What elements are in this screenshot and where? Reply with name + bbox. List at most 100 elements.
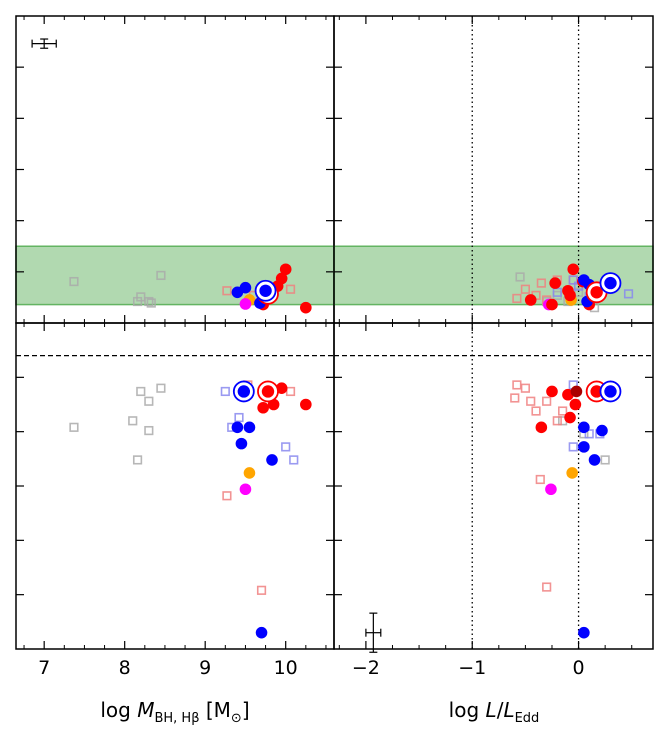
series-blue-circles	[231, 421, 278, 639]
blue-circles-point-1	[231, 286, 244, 299]
magenta-circles-point-0	[239, 483, 252, 496]
error-bar	[365, 612, 382, 653]
ticks-bottom-left	[16, 323, 334, 649]
light-red-squares-point-6	[542, 396, 552, 406]
grey-squares-point-2	[600, 455, 610, 465]
magenta-circles-point-0	[239, 298, 252, 310]
x-axis-label-left-prefix: log	[100, 698, 137, 722]
series-magenta-circles	[239, 483, 252, 496]
x-axis-label-right: log L/LEdd	[449, 698, 540, 726]
blue-circles-point-4	[255, 626, 268, 639]
x-axis-label-right-prefix: log	[449, 698, 486, 722]
panels	[15, 15, 654, 653]
blue-circles-point-4	[578, 626, 590, 639]
grey-squares-point-1	[128, 416, 138, 426]
ticks-bottom-right	[334, 323, 653, 649]
x-axis-label-right-sub: Edd	[515, 711, 540, 726]
series-red-circles	[535, 385, 582, 434]
light-blue-squares-point-1	[568, 275, 578, 285]
series-dark-red-circles	[570, 385, 583, 398]
right-xtick-label-1: −1	[458, 657, 486, 679]
panel-bottom-right	[333, 322, 654, 653]
light-red-squares-point-8	[552, 416, 562, 426]
blue-ringed-point-0	[599, 272, 622, 294]
x-axis-label-right-var2: L	[503, 698, 514, 722]
dark-red-circles-point-0	[570, 385, 583, 398]
blue-circles-point-2	[243, 421, 256, 434]
light-red-squares-point-0	[512, 380, 522, 390]
blue-circles-point-0	[231, 421, 244, 434]
light-blue-squares-point-1	[568, 442, 578, 452]
x-axis-label-left-close: ]	[242, 698, 250, 722]
series-orange-circles	[566, 467, 578, 479]
grey-squares-point-2	[136, 292, 146, 302]
series-light-blue-squares	[220, 386, 299, 465]
light-red-squares-point-3	[526, 396, 536, 406]
light-blue-squares-point-2	[234, 412, 244, 423]
light-red-squares-point-3	[285, 386, 296, 397]
red-circles-point-4	[569, 398, 582, 411]
light-red-squares-point-5	[535, 474, 545, 485]
orange-circles-point-0	[243, 467, 256, 479]
magenta-circles-point-0	[545, 483, 557, 496]
red-circles-point-0	[524, 294, 537, 306]
light-blue-squares-point-0	[552, 287, 562, 297]
orange-circles-point-0	[566, 467, 578, 479]
grey-squares-point-6	[156, 383, 166, 393]
blue-circles-point-1	[578, 441, 590, 453]
grey-squares-point-0	[515, 272, 525, 282]
red-ringed-point-0-core	[590, 385, 603, 398]
panel-frame-bottom-right	[333, 322, 654, 650]
grey-squares-point-5	[156, 270, 166, 281]
series-blue-ringed	[599, 380, 622, 403]
light-red-squares-point-2	[256, 585, 267, 595]
red-circles-point-3	[564, 411, 576, 424]
blue-ringed-point-0-core	[259, 284, 272, 297]
right-xtick-label-0: −2	[352, 657, 380, 679]
blue-ringed-point-0-core	[604, 276, 617, 290]
light-blue-squares-point-0	[220, 386, 230, 397]
right-xtick-label-2: 0	[573, 657, 585, 679]
blue-ringed-point-0	[232, 380, 255, 403]
red-circles-point-3	[300, 398, 312, 411]
left-xtick-label-0: 7	[38, 657, 50, 679]
blue-ringed-point-0-core	[237, 385, 251, 398]
light-red-squares-point-9	[558, 406, 568, 416]
blue-circles-point-2	[588, 454, 601, 466]
grey-squares-point-3	[136, 386, 146, 397]
x-axis-label-left-sub: BH, Hβ	[154, 711, 199, 726]
blue-ringed-point-0-core	[604, 385, 617, 398]
x-axis-label-left-var: M	[137, 698, 154, 722]
series-magenta-circles	[545, 483, 557, 496]
series-blue-ringed	[254, 279, 277, 302]
blue-circles-point-3	[266, 454, 278, 466]
blue-circles-point-3	[596, 424, 608, 437]
blue-circles-point-0	[578, 421, 590, 434]
light-red-squares-point-2	[520, 383, 530, 393]
series-grey-squares	[69, 270, 166, 308]
light-blue-squares-point-3	[281, 442, 291, 452]
series-blue-circles	[231, 281, 266, 309]
grey-squares-point-0	[69, 276, 79, 287]
series-magenta-circles	[239, 298, 252, 310]
grey-squares-point-5	[144, 425, 154, 436]
light-red-squares-point-7	[520, 284, 530, 294]
light-red-squares-point-1	[510, 393, 520, 403]
series-blue-circles	[578, 421, 608, 639]
red-circles-point-1	[257, 401, 269, 414]
blue-ringed-point-0	[254, 279, 277, 302]
red-ringed-point-0	[257, 380, 279, 403]
x-axis-label-left-suffix: [M	[200, 698, 231, 722]
light-red-squares-point-2	[285, 284, 296, 294]
red-ringed-point-0-core	[261, 385, 275, 398]
light-blue-squares-point-4	[289, 455, 299, 465]
x-axis-label-right-var: L	[486, 698, 497, 722]
light-blue-squares-point-2	[584, 429, 594, 439]
light-red-squares-point-4	[531, 406, 541, 416]
light-red-squares-point-2	[536, 278, 546, 288]
series-orange-circles	[243, 467, 256, 479]
x-axis-label-left-sunsub: ⊙	[231, 711, 242, 726]
red-circles-point-2	[546, 385, 558, 398]
grey-squares-point-0	[69, 422, 79, 432]
x-axis-label-left: log MBH, Hβ [M⊙]	[100, 698, 249, 726]
